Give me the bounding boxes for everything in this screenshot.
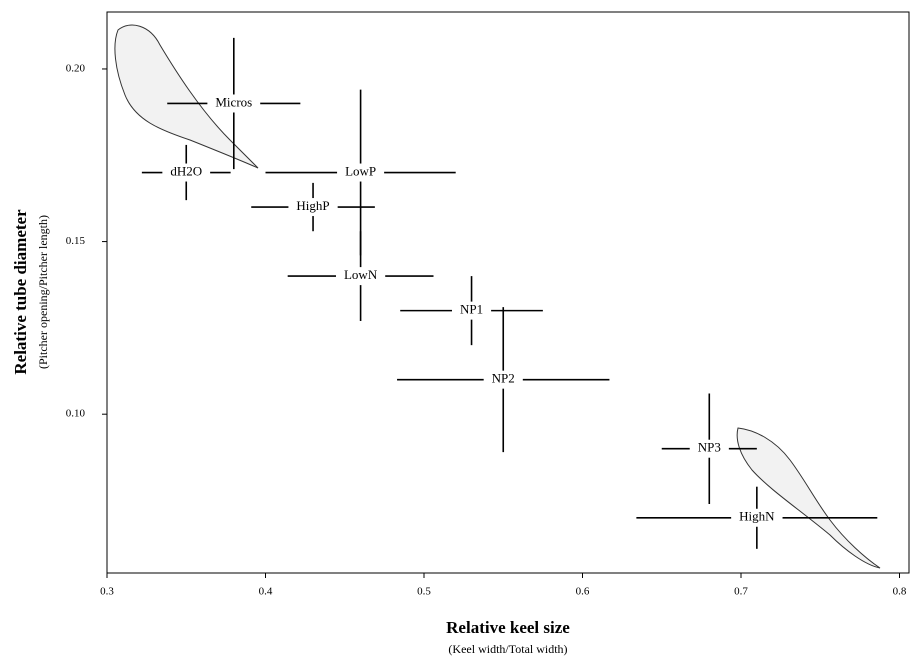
label-background	[288, 198, 338, 217]
point-label: LowP	[345, 164, 376, 179]
label-background	[337, 163, 385, 182]
label-background	[731, 508, 783, 527]
label-background	[451, 301, 492, 320]
point-label: dH2O	[170, 164, 202, 179]
x-tick-label: 0.8	[893, 586, 907, 598]
label-background	[207, 94, 261, 113]
x-tick-label: 0.4	[259, 586, 273, 598]
x-axis-subtitle: (Keel width/Total width)	[448, 642, 567, 656]
point-label: Micros	[215, 94, 252, 109]
point-label: NP1	[460, 302, 483, 317]
plot-frame	[106, 11, 910, 574]
x-tick-label: 0.5	[417, 586, 431, 598]
x-tick-label: 0.3	[100, 586, 114, 598]
point-label: NP2	[492, 371, 515, 386]
y-tick-label: 0.15	[66, 235, 86, 247]
pitcher-illustration	[114, 24, 259, 169]
label-background	[689, 439, 729, 458]
y-tick-label: 0.10	[66, 408, 86, 420]
point-label: HighP	[296, 198, 329, 213]
x-tick-label: 0.7	[734, 586, 748, 598]
y-axis-title: Relative tube diameter	[11, 209, 30, 375]
point-label: HighN	[739, 509, 775, 524]
y-axis-subtitle: (Pitcher opening/Pitcher length)	[36, 215, 50, 369]
point-label: LowN	[344, 267, 378, 282]
label-background	[335, 267, 386, 286]
point-label: NP3	[698, 440, 721, 455]
label-background	[162, 163, 211, 182]
label-background	[483, 370, 523, 389]
x-tick-label: 0.6	[576, 586, 590, 598]
pitcher-illustration	[736, 427, 881, 569]
y-tick-label: 0.20	[66, 62, 86, 74]
x-axis-title: Relative keel size	[446, 618, 570, 637]
